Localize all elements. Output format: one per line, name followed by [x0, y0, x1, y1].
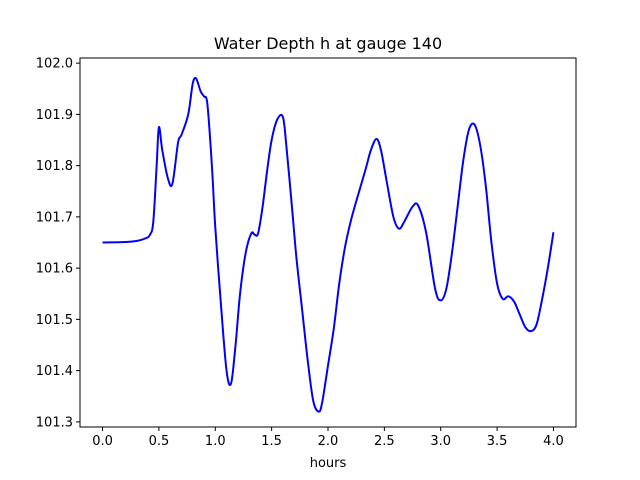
- x-tick-label: 3.0: [430, 434, 451, 449]
- y-tick-label: 101.5: [36, 313, 73, 328]
- x-tick-label: 3.5: [487, 434, 508, 449]
- plot-frame: [79, 57, 577, 428]
- x-tick-label: 0.0: [92, 434, 113, 449]
- y-tick-label: 101.8: [36, 159, 73, 174]
- series-line: [102, 76, 555, 413]
- x-tick-label: 1.0: [205, 434, 226, 449]
- y-tick-label: 101.4: [36, 364, 73, 379]
- x-tick-label: 2.5: [374, 434, 395, 449]
- y-tick-label: 101.6: [36, 262, 73, 277]
- x-axis-label: hours: [310, 456, 347, 471]
- y-tick-label: 101.7: [36, 210, 73, 225]
- plot-layer: [102, 76, 555, 413]
- ticks-layer: 0.0 0.5 1.0 1.5 2.0 2.5 3.0 3.5 4.0 101.3 101.4 101…: [36, 57, 564, 449]
- y-tick-label: 101.9: [36, 108, 73, 123]
- x-tick-label: 0.5: [149, 434, 170, 449]
- y-tick-label: 102.0: [36, 57, 73, 72]
- chart-title: Water Depth h at gauge 140: [214, 34, 442, 53]
- y-tick-label: 101.3: [36, 415, 73, 430]
- x-tick-label: 1.5: [261, 434, 282, 449]
- x-tick-label: 2.0: [318, 434, 339, 449]
- x-tick-label: 4.0: [543, 434, 564, 449]
